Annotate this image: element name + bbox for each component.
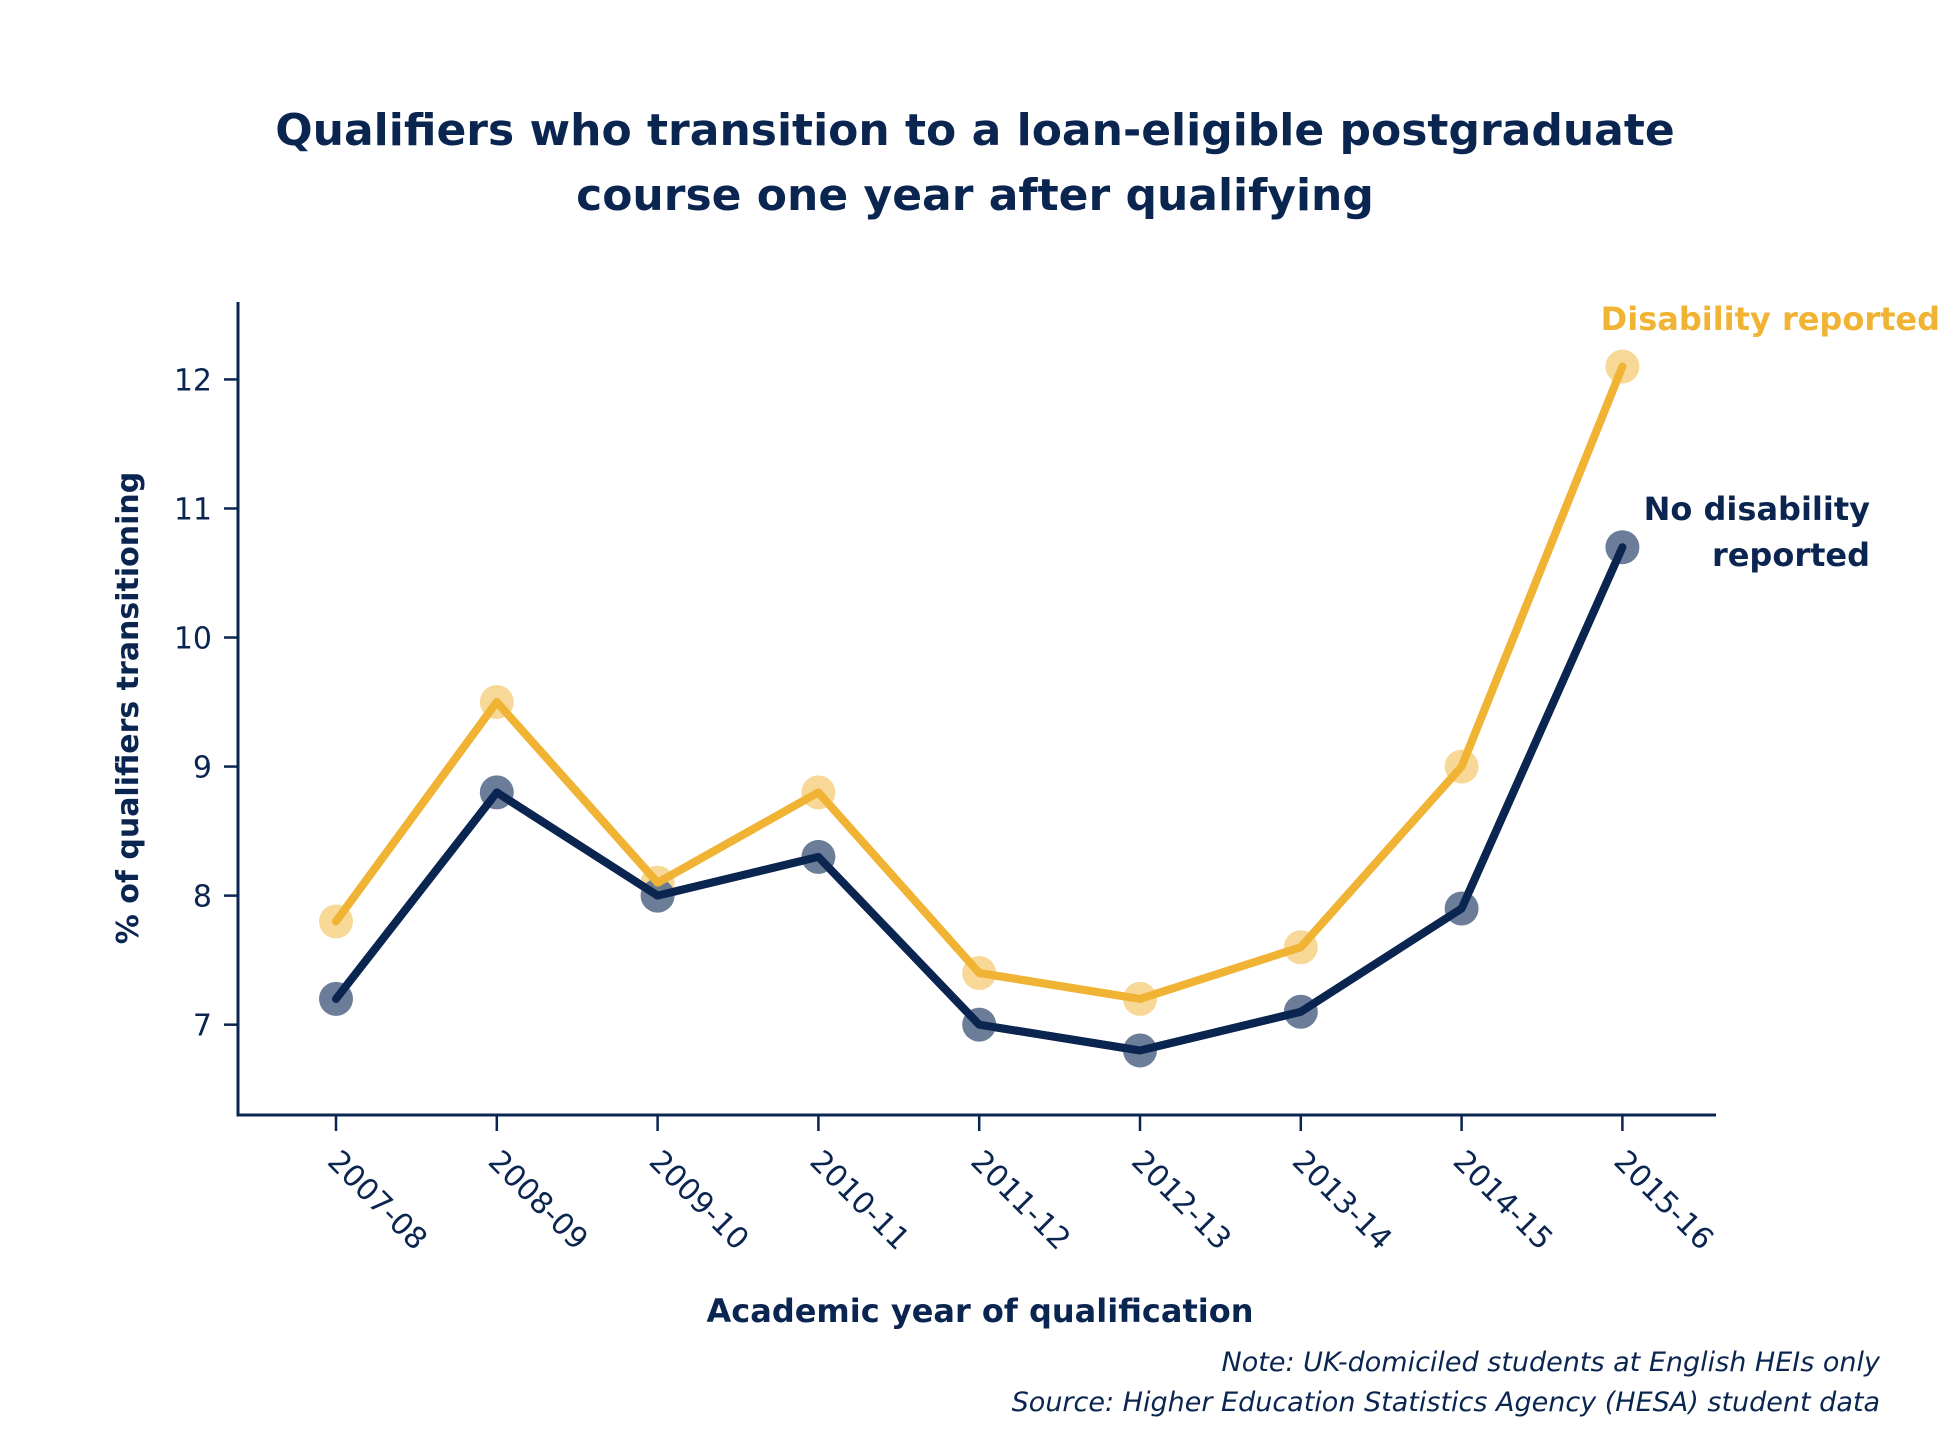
y-tick-label: 10 <box>174 622 212 657</box>
series-line-overlay-disability <box>332 362 1627 1003</box>
x-tick-label: 2015-16 <box>1607 1144 1720 1257</box>
tick-labels: 7 8 9 10 11 12 2007-08 2008-09 2009-10 2010-11 201… <box>174 363 1720 1257</box>
x-tick-label: 2008-09 <box>481 1144 594 1257</box>
series-line-disability <box>332 362 1627 1003</box>
y-tick-label: 11 <box>174 492 212 527</box>
y-tick-label: 12 <box>174 363 212 398</box>
x-tick-label: 2013-14 <box>1285 1144 1398 1257</box>
y-tick-label: 9 <box>193 751 212 786</box>
x-tick-label: 2011-12 <box>964 1144 1077 1257</box>
series-labels: Disability reported No disability reported <box>1601 300 1940 574</box>
chart-title-line-2: course one year after qualifying <box>576 170 1374 221</box>
x-axis-title: Academic year of qualification <box>706 1292 1253 1330</box>
series-line-overlay-no-disability <box>332 543 1627 1055</box>
series-markers <box>319 349 1640 1068</box>
y-axis-title: % of qualifiers transitioning <box>111 472 146 945</box>
chart-source: Source: Higher Education Statistics Agen… <box>1011 1387 1880 1418</box>
x-tick-label: 2014-15 <box>1446 1144 1559 1257</box>
x-tick-label: 2010-11 <box>803 1144 916 1257</box>
y-tick-label: 8 <box>193 880 212 915</box>
chart-title-line-1: Qualifiers who transition to a loan-elig… <box>275 105 1675 156</box>
series-label-no-disability: No disability <box>1644 490 1871 528</box>
chart-note: Note: UK-domiciled students at English H… <box>1221 1347 1880 1378</box>
y-tick-label: 7 <box>193 1009 212 1044</box>
series-label-disability: Disability reported <box>1601 300 1940 338</box>
x-tick-label: 2007-08 <box>320 1144 433 1257</box>
series-lines <box>332 362 1627 1055</box>
series-label-no-disability: reported <box>1712 536 1870 574</box>
axes <box>224 302 1716 1131</box>
x-tick-label: 2012-13 <box>1124 1144 1237 1257</box>
x-tick-label: 2009-10 <box>642 1144 755 1257</box>
